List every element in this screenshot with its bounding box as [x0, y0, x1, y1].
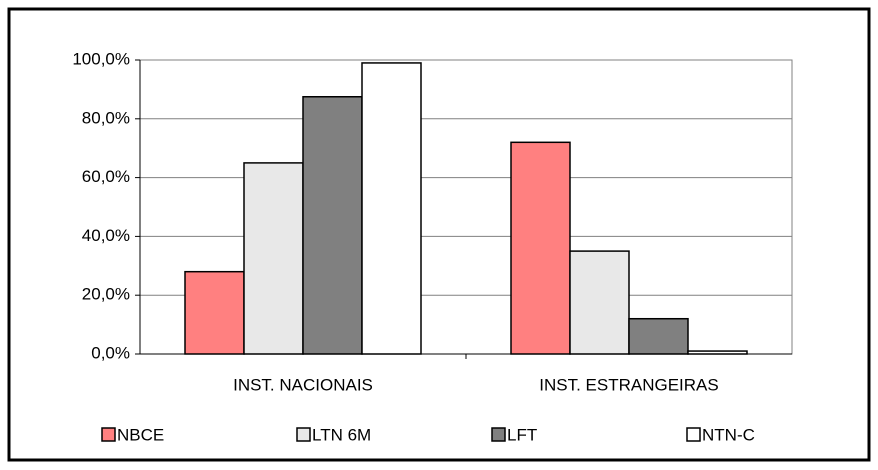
y-tick-label: 20,0%: [82, 285, 130, 304]
legend-label: LFT: [507, 425, 537, 444]
legend-swatch: [101, 427, 116, 442]
legend-label: NTN-C: [702, 425, 755, 444]
bar: [628, 317, 689, 355]
legend-label: NBCE: [117, 425, 164, 444]
bar: [243, 162, 304, 355]
y-tick-label: 100,0%: [72, 49, 130, 68]
legend-swatch: [686, 427, 701, 442]
x-tick-label: INST. NACIONAIS: [233, 375, 373, 394]
y-tick-label: 80,0%: [82, 108, 130, 127]
y-tick-label: 40,0%: [82, 226, 130, 245]
bar: [302, 96, 363, 355]
bar: [510, 141, 571, 355]
y-tick-label: 60,0%: [82, 167, 130, 186]
bar: [184, 270, 245, 355]
chart-border: [7, 7, 871, 462]
legend-swatch: [296, 427, 311, 442]
legend-swatch: [491, 427, 506, 442]
x-tick-label: INST. ESTRANGEIRAS: [539, 375, 718, 394]
y-tick-label: 0,0%: [91, 343, 130, 362]
legend-label: LTN 6M: [312, 425, 371, 444]
bar: [569, 250, 630, 355]
bar: [361, 62, 422, 355]
